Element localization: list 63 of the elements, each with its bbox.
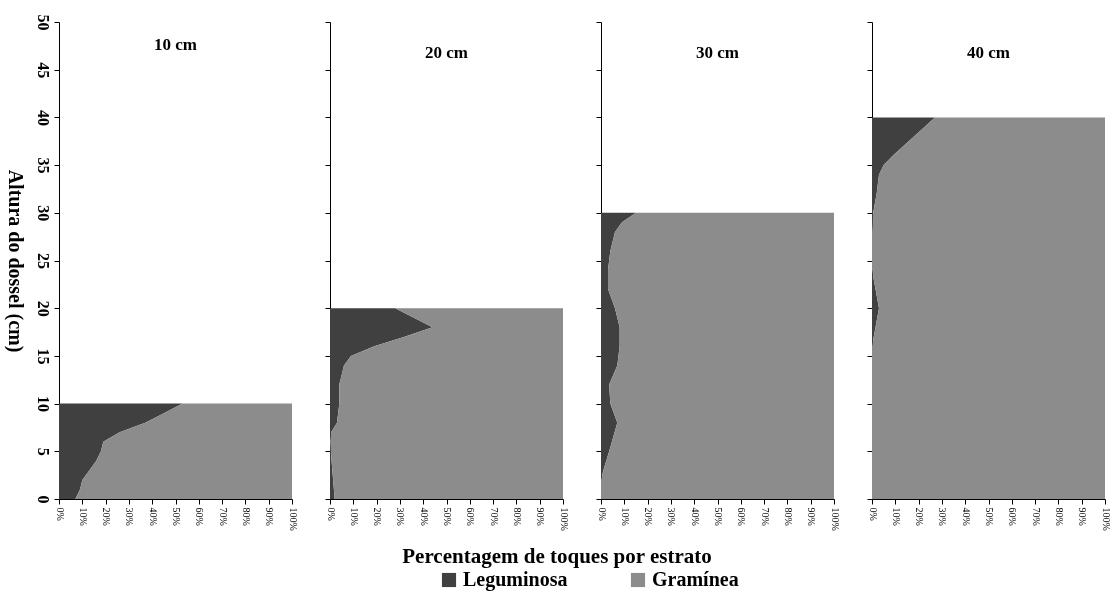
x-tick-label: 70%	[488, 507, 500, 526]
x-tick-label: 60%	[1007, 507, 1019, 526]
x-axis-title: Percentagem de toques por estrato	[402, 544, 712, 568]
x-tick-label: 10%	[77, 507, 89, 526]
x-tick-label: 80%	[782, 507, 794, 526]
y-axis-title: Altura do dossel (cm)	[3, 169, 27, 353]
text: 20 cm	[425, 42, 468, 62]
x-tick-label: 90%	[535, 507, 547, 526]
x-tick-label: 0%	[54, 507, 66, 521]
y-tick-label: 45	[34, 62, 52, 79]
y-tick-label: 10	[34, 396, 52, 413]
x-tick-label: 0%	[596, 507, 608, 521]
y-tick-label: 35	[34, 157, 52, 174]
x-tick-label: 90%	[1077, 507, 1089, 526]
x-tick-label: 20%	[372, 507, 384, 526]
x-tick-label: 60%	[465, 507, 477, 526]
x-tick-label: 0%	[867, 507, 879, 521]
x-tick-label: 100%	[1100, 507, 1112, 531]
x-tick-label: 40%	[147, 507, 159, 526]
text: 10 cm	[154, 35, 197, 54]
x-tick-label: 40%	[418, 507, 430, 526]
legend-label: Leguminosa	[463, 568, 568, 591]
x-tick-label: 40%	[960, 507, 972, 526]
y-tick-label: 30	[34, 205, 52, 222]
y-tick-label: 5	[34, 447, 52, 456]
x-tick-label: 40%	[689, 507, 701, 526]
x-tick-label: 60%	[194, 507, 206, 526]
x-tick-label: 60%	[736, 507, 748, 526]
x-tick-label: 20%	[914, 507, 926, 526]
x-tick-label: 90%	[806, 507, 818, 526]
x-tick-label: 30%	[395, 507, 407, 526]
x-tick-label: 70%	[1030, 507, 1042, 526]
legend-label: Gramínea	[652, 568, 739, 590]
x-tick-label: 20%	[643, 507, 655, 526]
x-tick-label: 30%	[666, 507, 678, 526]
text: 30 cm	[696, 42, 739, 62]
y-tick-label: 25	[34, 253, 52, 269]
x-tick-label: 80%	[511, 507, 523, 526]
x-tick-label: 10%	[348, 507, 360, 526]
y-tick-label: 20	[34, 300, 52, 317]
x-tick-label: 30%	[937, 507, 949, 526]
x-tick-label: 100%	[558, 507, 570, 531]
x-tick-label: 50%	[984, 507, 995, 526]
x-tick-label: 0%	[325, 507, 337, 521]
x-tick-label: 50%	[713, 507, 724, 526]
x-tick-label: 50%	[442, 507, 453, 526]
y-tick-label: 50	[34, 14, 52, 31]
x-tick-label: 50%	[171, 507, 182, 526]
x-tick-label: 20%	[101, 507, 113, 526]
x-tick-label: 10%	[619, 507, 631, 526]
text: 40 cm	[967, 42, 1010, 62]
x-tick-label: 80%	[240, 507, 252, 526]
y-tick-label: 0	[34, 495, 52, 504]
x-tick-label: 100%	[287, 507, 299, 531]
x-tick-label: 30%	[124, 507, 136, 526]
x-tick-label: 70%	[759, 507, 771, 526]
y-tick-label: 40	[34, 109, 52, 126]
x-tick-label: 70%	[217, 507, 229, 526]
y-tick-label: 15	[34, 348, 52, 365]
x-tick-label: 90%	[264, 507, 276, 526]
x-tick-label: 10%	[890, 507, 902, 526]
x-tick-label: 80%	[1053, 507, 1065, 526]
x-tick-label: 100%	[829, 507, 841, 531]
